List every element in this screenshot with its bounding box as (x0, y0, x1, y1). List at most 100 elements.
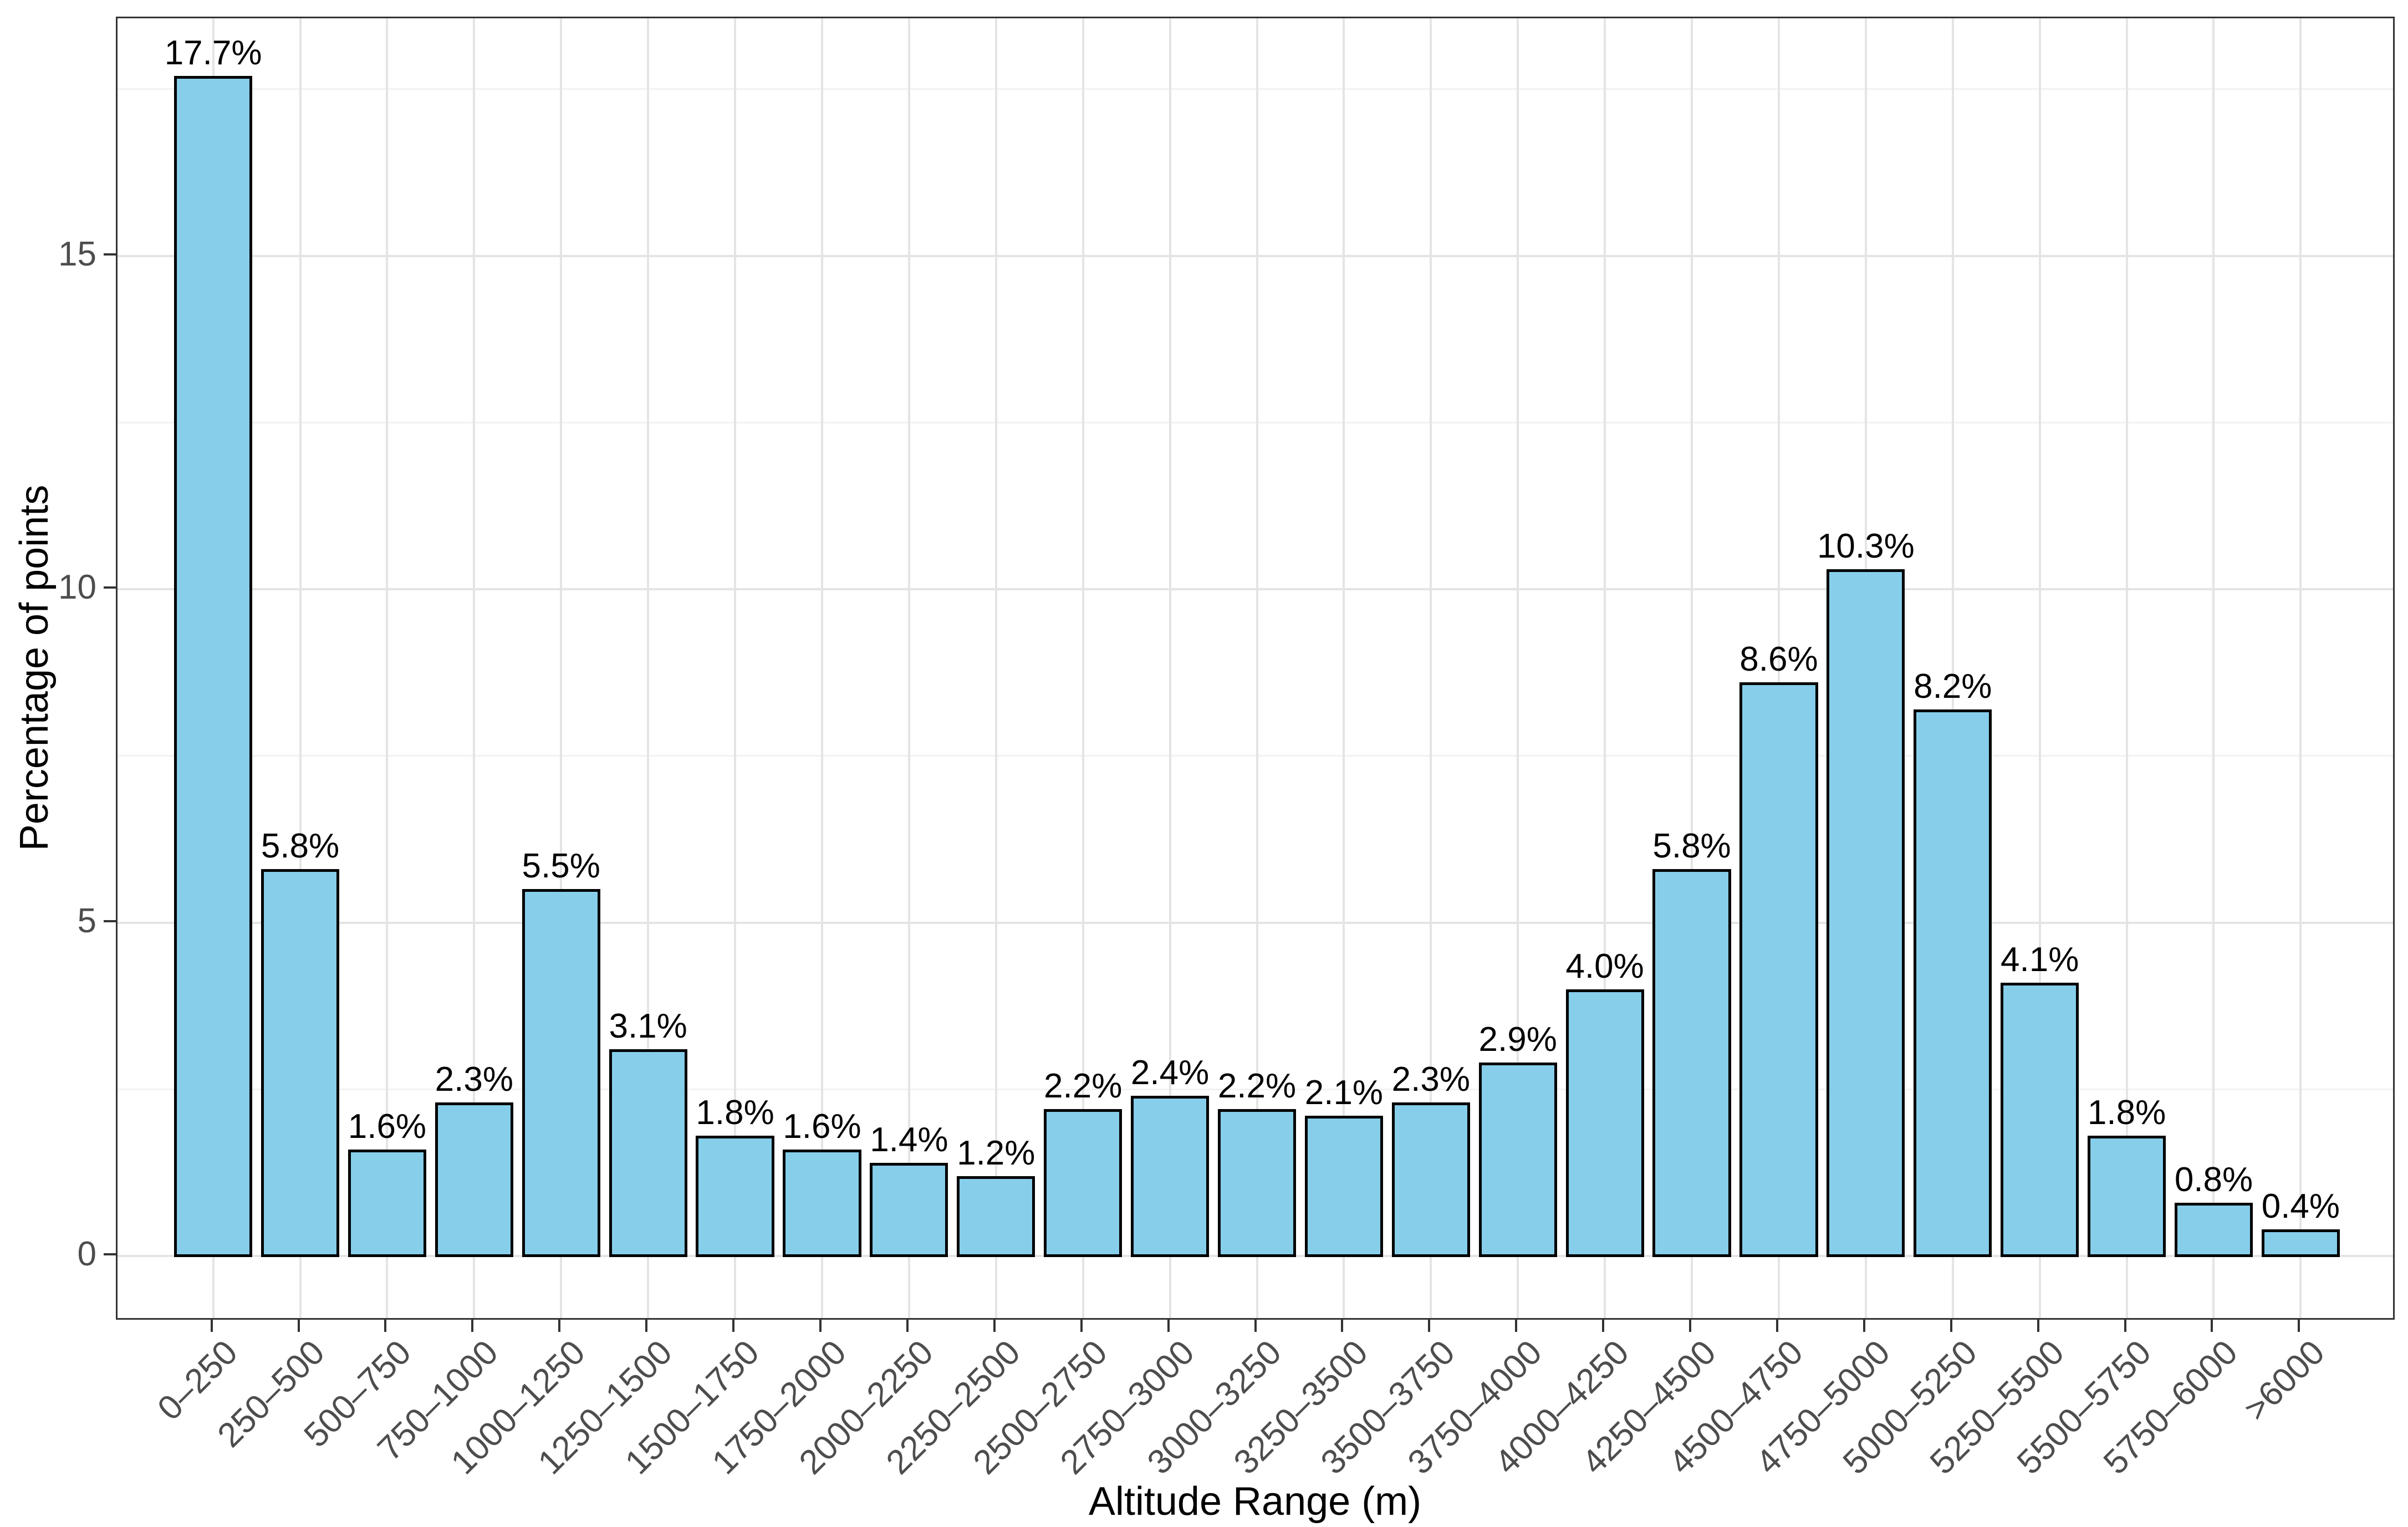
gridline-major-horizontal (118, 254, 2393, 257)
bar-value-label: 2.3% (435, 1060, 513, 1099)
gridline-major-vertical (1430, 18, 1432, 1318)
x-axis-tick (1254, 1320, 1257, 1332)
x-axis-tick (1602, 1320, 1605, 1332)
gridline-major-vertical (1256, 18, 1258, 1318)
gridline-minor-horizontal (118, 88, 2393, 90)
bar (2261, 1229, 2340, 1258)
gridline-major-vertical (473, 18, 476, 1318)
x-axis-tick (1689, 1320, 1692, 1332)
x-axis-tick (1167, 1320, 1170, 1332)
x-axis-title-text: Altitude Range (m) (1088, 1479, 1422, 1524)
bar (2174, 1202, 2253, 1258)
bar-value-label: 2.9% (1478, 1020, 1557, 1059)
bar (348, 1149, 426, 1258)
gridline-minor-horizontal (118, 1088, 2393, 1090)
bar-value-label: 1.8% (2087, 1094, 2166, 1132)
bar (1827, 569, 1905, 1258)
x-axis-tick (993, 1320, 996, 1332)
x-axis-tick (1428, 1320, 1431, 1332)
bar (435, 1102, 513, 1258)
bar-value-label: 10.3% (1817, 527, 1915, 565)
x-axis-tick (645, 1320, 648, 1332)
y-axis-tick (104, 586, 116, 589)
bar-value-label: 1.4% (870, 1120, 948, 1159)
bar (1739, 682, 1818, 1258)
bar-value-label: 17.7% (164, 33, 262, 72)
gridline-major-vertical (1081, 18, 1084, 1318)
bar-value-label: 0.4% (2261, 1187, 2340, 1225)
gridline-major-vertical (560, 18, 563, 1318)
bar-value-label: 2.2% (1217, 1067, 1297, 1106)
gridline-major-vertical (647, 18, 650, 1318)
x-axis-tick (2037, 1320, 2039, 1332)
bar (957, 1176, 1035, 1258)
x-axis-tick (732, 1320, 735, 1332)
bar-value-label: 8.2% (1914, 667, 1992, 706)
bar-value-label: 2.1% (1304, 1074, 1384, 1112)
bar-value-label: 5.8% (261, 827, 340, 866)
y-axis-tick (104, 1253, 116, 1255)
y-axis-tick (104, 253, 116, 256)
bar (1565, 989, 1644, 1258)
y-axis-title-text: Percentage of points (12, 484, 57, 851)
bar-value-label: 1.2% (957, 1133, 1035, 1172)
x-axis-tick (471, 1320, 474, 1332)
gridline-major-vertical (1517, 18, 1519, 1318)
bar-value-label: 3.1% (609, 1007, 687, 1046)
y-axis-tick-label: 5 (77, 901, 96, 940)
gridline-major-vertical (1343, 18, 1345, 1318)
bar (1130, 1096, 1210, 1258)
x-axis-tick (2124, 1320, 2126, 1332)
bar (1304, 1116, 1383, 1258)
bar (174, 75, 253, 1258)
bar-value-label: 8.6% (1739, 640, 1818, 679)
bar (522, 889, 600, 1258)
bar (609, 1049, 687, 1258)
gridline-major-horizontal (118, 921, 2393, 924)
gridline-major-vertical (1169, 18, 1171, 1318)
gridline-major-vertical (1604, 18, 1606, 1318)
bar-value-label: 4.0% (1565, 947, 1644, 985)
x-axis-tick (297, 1320, 300, 1332)
y-axis-tick-label: 10 (58, 568, 96, 606)
bar-value-label: 1.6% (783, 1107, 861, 1146)
bar-value-label: 0.8% (2174, 1160, 2253, 1199)
y-axis-tick (104, 920, 116, 922)
x-axis-tick-label: >6000 (2237, 1333, 2333, 1429)
y-axis-tick-label: 0 (77, 1235, 96, 1273)
bar-value-label: 1.8% (696, 1094, 774, 1132)
bar-value-label: 1.6% (348, 1107, 427, 1146)
gridline-major-vertical (299, 18, 302, 1318)
x-axis-tick (1341, 1320, 1344, 1332)
gridline-major-vertical (1951, 18, 1954, 1318)
bar-value-label: 5.5% (522, 847, 600, 886)
gridline-major-vertical (994, 18, 997, 1318)
x-axis-tick (558, 1320, 561, 1332)
bar (783, 1149, 861, 1258)
gridline-major-vertical (734, 18, 737, 1318)
bar-value-label: 2.3% (1391, 1060, 1470, 1099)
x-axis-tick (210, 1320, 213, 1332)
bar-value-label: 2.2% (1044, 1067, 1123, 1106)
gridline-major-vertical (907, 18, 910, 1318)
gridline-major-vertical (820, 18, 823, 1318)
x-axis-tick (1863, 1320, 1865, 1332)
bar (1391, 1102, 1470, 1258)
gridline-minor-horizontal (118, 755, 2393, 757)
bar (696, 1136, 774, 1258)
plot-panel: 17.7% 5.8% 1.6% 2.3% 5.5% 3.1% 1.8% 1.6% 1.4% 1.2… (116, 17, 2395, 1320)
bar (1478, 1063, 1557, 1258)
x-axis-tick (2211, 1320, 2213, 1332)
bar-value-label: 4.1% (2001, 940, 2079, 979)
x-axis-tick (2298, 1320, 2300, 1332)
bar (261, 869, 340, 1258)
gridline-major-vertical (2299, 18, 2302, 1318)
gridline-major-vertical (1691, 18, 1693, 1318)
bar (2087, 1136, 2166, 1258)
bar-value-label: 2.4% (1130, 1054, 1210, 1092)
x-axis-tick (1950, 1320, 1952, 1332)
bar (1914, 709, 1992, 1258)
x-axis-tick (1515, 1320, 1518, 1332)
x-axis-tick (1080, 1320, 1083, 1332)
